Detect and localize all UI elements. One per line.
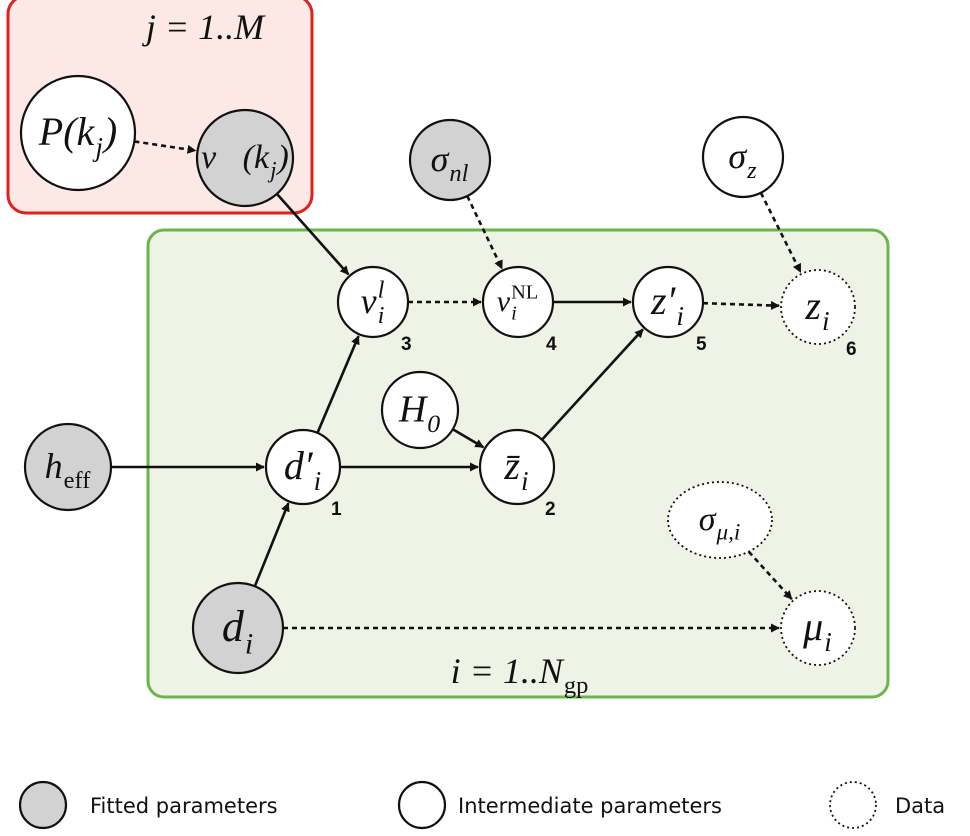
node-number: 3 — [401, 334, 412, 355]
node-label: d′ i — [284, 443, 321, 496]
node — [478, 428, 556, 506]
node — [191, 581, 285, 675]
node — [23, 422, 113, 512]
node-number: 4 — [546, 334, 557, 355]
node — [780, 269, 856, 345]
node-label-base: v — [497, 285, 511, 318]
node-label-base: z′ — [650, 278, 677, 323]
node-label: v⃗(k j) — [201, 139, 289, 184]
dashed-edge — [759, 192, 802, 273]
node-label-sub: i — [314, 466, 322, 496]
node — [380, 370, 460, 450]
plate-label: j = 1..M — [142, 7, 266, 47]
legend-label: Fitted parameters — [90, 794, 278, 818]
plate-label-sub: gp — [564, 672, 588, 699]
node-label-sub: j — [267, 158, 276, 184]
node-label-sup: NL — [511, 281, 538, 303]
plate-label-base: i = 1..N — [451, 651, 565, 691]
dashed-edge — [702, 300, 780, 310]
plate-label: i = 1..N gp — [451, 651, 589, 699]
node-label-sub: μ,i — [715, 520, 740, 546]
dashed-edge — [466, 195, 504, 270]
node-label-base: d′ — [284, 443, 314, 488]
node-label-sup: l — [378, 277, 385, 304]
node-number: 2 — [545, 499, 556, 520]
dashed-edge — [747, 550, 793, 600]
node-label-sub: i — [824, 627, 832, 657]
node-label: v NLi — [497, 281, 539, 324]
legend-swatch — [829, 781, 877, 829]
node-label-base: z — [804, 283, 821, 328]
node-number: 6 — [846, 339, 857, 360]
node-label-base: d — [222, 602, 245, 651]
solid-edge — [316, 335, 360, 434]
node-label-after: ) — [276, 139, 289, 176]
node-label-sub: i — [676, 301, 684, 331]
node-label: h eff — [45, 446, 92, 494]
node-label-sub: eff — [64, 467, 92, 494]
dashed-edge — [134, 140, 197, 154]
node-label-base: σ — [431, 139, 450, 179]
node-label: σ nl — [431, 139, 469, 187]
node-label-sub: i — [822, 306, 830, 336]
node-label-sub: j — [92, 132, 103, 162]
node-label: v li — [361, 277, 385, 329]
node-label: z′ i — [650, 278, 684, 331]
solid-edge — [253, 502, 290, 587]
node — [780, 590, 856, 666]
node-label-base: v⃗(k — [201, 139, 270, 176]
node — [336, 265, 410, 339]
node-number: 5 — [696, 334, 707, 355]
node — [408, 118, 492, 202]
node — [631, 265, 705, 339]
node-label-sub: 0 — [427, 409, 440, 438]
plate-label-base: j = 1..M — [142, 7, 266, 47]
node-number: 1 — [331, 499, 342, 520]
node-label: σ μ,i — [699, 501, 741, 546]
legend-label: Intermediate parameters — [458, 794, 722, 818]
node-label-sub: i — [521, 466, 529, 496]
node — [701, 115, 785, 199]
node — [19, 74, 137, 192]
solid-edge — [541, 328, 644, 441]
node-label-after: ) — [102, 109, 117, 154]
node-label-base: σ — [728, 136, 747, 176]
node-label-sub: z — [746, 157, 757, 184]
solid-edge — [452, 428, 485, 449]
node — [195, 108, 295, 208]
node — [481, 265, 555, 339]
node-label-base: σ — [699, 501, 717, 538]
node-label-base: v — [361, 281, 377, 321]
node-label-base: z̄ — [503, 443, 520, 488]
node-label-base: μ — [802, 604, 823, 649]
legend-label: Data — [895, 794, 945, 818]
node — [264, 428, 342, 506]
node — [667, 481, 773, 559]
node-label-sub: i — [245, 628, 253, 661]
solid-edge — [275, 193, 350, 276]
node-label: z̄ i — [503, 443, 528, 496]
legend-swatch — [18, 780, 68, 830]
node-label-sub: i — [511, 302, 517, 324]
node-label-sub: i — [378, 302, 385, 329]
legend-swatch — [397, 780, 447, 830]
node-label-base: h — [45, 446, 63, 486]
node-label-sub: nl — [449, 160, 468, 187]
node-label: P(k j) — [38, 109, 117, 162]
node-label-base: H — [398, 388, 429, 430]
node-label-base: P(k — [38, 109, 96, 154]
